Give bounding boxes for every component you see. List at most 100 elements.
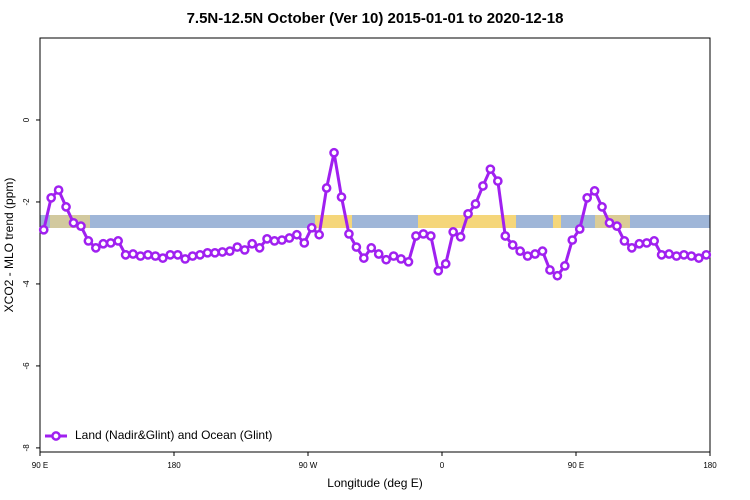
data-point bbox=[277, 235, 287, 245]
data-point bbox=[448, 227, 459, 237]
data-point bbox=[567, 235, 578, 245]
data-point bbox=[492, 176, 503, 186]
data-point bbox=[612, 221, 622, 231]
data-point bbox=[671, 251, 682, 261]
data-point bbox=[418, 229, 429, 239]
data-point bbox=[686, 251, 697, 261]
data-point bbox=[210, 247, 220, 258]
x-tick-label: 0 bbox=[440, 461, 445, 470]
data-point bbox=[232, 242, 243, 252]
data-point bbox=[455, 231, 466, 242]
legend-marker bbox=[51, 431, 61, 441]
data-point bbox=[76, 221, 86, 231]
data-point bbox=[604, 218, 615, 228]
data-point bbox=[90, 243, 101, 253]
y-tick-label: -2 bbox=[22, 198, 31, 206]
legend-label: Land (Nadir&Glint) and Ocean (Glint) bbox=[75, 428, 272, 442]
data-point bbox=[649, 236, 660, 246]
data-point bbox=[98, 238, 109, 249]
data-point bbox=[239, 245, 250, 255]
land-patch bbox=[553, 215, 561, 228]
data-point bbox=[53, 185, 64, 195]
data-point bbox=[68, 218, 79, 228]
data-point bbox=[485, 164, 496, 175]
ocean-band bbox=[40, 215, 710, 228]
data-point bbox=[478, 181, 488, 191]
data-point bbox=[403, 256, 414, 267]
data-point bbox=[165, 249, 176, 260]
y-tick-label: -6 bbox=[22, 362, 31, 370]
data-point bbox=[306, 222, 317, 233]
data-point bbox=[224, 246, 235, 256]
data-point bbox=[507, 240, 518, 250]
x-tick-label: 180 bbox=[703, 461, 717, 470]
data-point bbox=[284, 233, 295, 243]
data-point bbox=[641, 238, 652, 248]
data-point bbox=[425, 231, 436, 241]
data-point bbox=[299, 238, 310, 248]
data-point bbox=[329, 147, 339, 158]
data-point bbox=[291, 229, 302, 240]
data-point bbox=[634, 238, 645, 249]
data-point bbox=[463, 208, 473, 219]
data-point bbox=[262, 234, 272, 244]
x-tick-label: 90 E bbox=[32, 461, 48, 470]
data-point bbox=[269, 236, 280, 246]
data-point bbox=[157, 253, 168, 263]
data-point bbox=[373, 249, 384, 259]
chart-title: 7.5N-12.5N October (Ver 10) 2015-01-01 t… bbox=[187, 10, 564, 27]
data-point bbox=[336, 192, 347, 202]
data-point bbox=[217, 247, 228, 257]
data-point bbox=[470, 199, 481, 209]
data-point bbox=[321, 183, 332, 193]
x-axis-label: Longitude (deg E) bbox=[327, 476, 422, 490]
data-point bbox=[440, 259, 451, 269]
y-tick-label: 0 bbox=[22, 117, 31, 122]
data-point bbox=[202, 247, 213, 258]
data-point bbox=[701, 249, 712, 260]
y-axis-label: XCO2 - MLO trend (ppm) bbox=[2, 178, 16, 313]
data-point bbox=[626, 243, 637, 253]
data-point bbox=[344, 229, 354, 239]
x-tick-label: 180 bbox=[167, 461, 181, 470]
data-point bbox=[522, 251, 533, 261]
y-tick-label: -4 bbox=[22, 280, 31, 288]
data-point bbox=[351, 242, 362, 252]
data-point bbox=[589, 186, 600, 196]
data-point bbox=[574, 224, 585, 234]
data-point bbox=[38, 224, 49, 235]
data-point bbox=[314, 229, 325, 240]
data-point bbox=[254, 243, 265, 253]
data-point bbox=[582, 193, 593, 203]
data-point bbox=[545, 265, 555, 275]
data-point bbox=[150, 251, 161, 261]
data-point bbox=[396, 254, 406, 264]
data-point bbox=[128, 249, 138, 259]
plot-frame bbox=[39, 37, 711, 453]
data-point bbox=[46, 193, 57, 203]
data-point bbox=[187, 251, 198, 261]
data-point bbox=[530, 249, 540, 259]
data-point bbox=[105, 238, 116, 248]
x-tick-label: 90 E bbox=[568, 461, 584, 470]
data-point bbox=[366, 243, 377, 253]
data-point bbox=[113, 236, 124, 246]
data-point bbox=[358, 253, 369, 263]
data-point bbox=[500, 231, 511, 241]
data-point bbox=[679, 249, 689, 260]
land-patch bbox=[315, 215, 352, 228]
data-point bbox=[180, 254, 191, 264]
data-point bbox=[656, 249, 667, 260]
data-point bbox=[388, 251, 399, 261]
data-point bbox=[135, 251, 146, 261]
x-tick-label: 90 W bbox=[299, 461, 318, 470]
data-point bbox=[664, 249, 674, 259]
data-point bbox=[537, 246, 548, 256]
y-tick-label: -8 bbox=[22, 444, 31, 452]
data-point bbox=[172, 249, 183, 260]
data-point bbox=[143, 249, 153, 260]
data-point bbox=[433, 265, 444, 276]
data-point bbox=[515, 246, 526, 256]
data-point bbox=[83, 236, 94, 246]
